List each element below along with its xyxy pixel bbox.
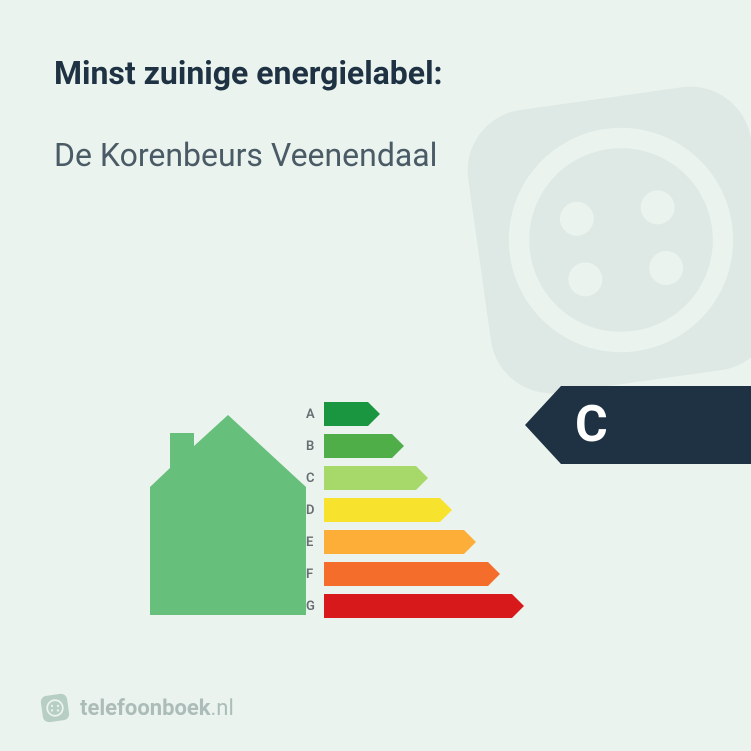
energy-bars: A B C D E F G xyxy=(306,400,524,624)
card: Minst zuinige energielabel: De Korenbeur… xyxy=(0,0,751,751)
bar-label: B xyxy=(306,439,324,454)
bar-label: A xyxy=(306,407,324,422)
rating-letter: C xyxy=(575,396,608,454)
energy-bar-b: B xyxy=(306,432,524,460)
rating-pointer: C xyxy=(525,386,751,464)
brand-name-bold: telefoonboek xyxy=(80,696,211,721)
footer-brand: telefoonboek.nl xyxy=(40,693,234,723)
bar-shape xyxy=(324,498,452,522)
bar-shape xyxy=(324,594,524,618)
bar-shape xyxy=(324,466,428,490)
energy-bar-e: E xyxy=(306,528,524,556)
bar-shape xyxy=(324,530,476,554)
energy-bar-f: F xyxy=(306,560,524,588)
bar-label: G xyxy=(306,599,324,614)
pointer-arrow-icon xyxy=(525,386,561,464)
energy-bar-c: C xyxy=(306,464,524,492)
pointer-body: C xyxy=(561,386,751,464)
bar-label: C xyxy=(306,471,324,486)
bar-shape xyxy=(324,402,380,426)
bar-shape xyxy=(324,434,404,458)
watermark-icon xyxy=(429,48,751,432)
bar-label: D xyxy=(306,503,324,518)
brand-name-rest: .nl xyxy=(211,696,234,721)
bar-label: F xyxy=(306,567,324,582)
energy-bar-d: D xyxy=(306,496,524,524)
energy-bar-a: A xyxy=(306,400,524,428)
brand-icon xyxy=(40,693,70,723)
bar-label: E xyxy=(306,535,324,550)
bar-shape xyxy=(324,562,500,586)
house-icon xyxy=(150,415,306,619)
brand-text: telefoonboek.nl xyxy=(80,696,234,721)
energy-bar-g: G xyxy=(306,592,524,620)
